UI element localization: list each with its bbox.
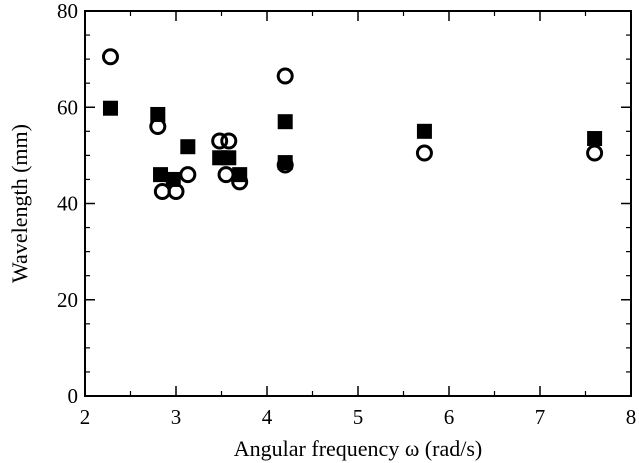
x-tick-label: 5 <box>353 405 364 429</box>
data-marks <box>101 48 604 200</box>
axis-ticks <box>84 10 632 397</box>
data-point-circle <box>167 182 185 200</box>
data-point-square <box>153 167 169 183</box>
data-point-square <box>587 131 603 147</box>
data-point-circle <box>101 48 119 66</box>
y-axis-label: Wavelength (mm) <box>7 124 32 283</box>
y-tick-label: 60 <box>57 95 78 119</box>
x-tick-label: 8 <box>626 405 637 429</box>
data-point-circle <box>211 132 229 150</box>
x-axis-label: Angular frequency ω (rad/s) <box>234 436 482 461</box>
y-tick-label: 40 <box>57 192 78 216</box>
data-point-circle <box>220 132 238 150</box>
x-tick-label: 4 <box>262 405 273 429</box>
data-point-square <box>221 150 237 166</box>
x-tick-label: 6 <box>444 405 455 429</box>
data-point-square <box>150 106 166 122</box>
x-tick-label: 3 <box>171 405 182 429</box>
data-point-circle <box>231 173 249 191</box>
data-point-circle <box>217 166 235 184</box>
plot-frame <box>84 10 632 397</box>
x-tick-label: 2 <box>80 405 91 429</box>
data-point-circle <box>179 166 197 184</box>
data-point-square <box>102 100 118 116</box>
data-point-square <box>180 139 196 155</box>
y-tick-label: 80 <box>57 0 78 23</box>
data-point-circle <box>276 67 294 85</box>
data-point-circle <box>415 144 433 162</box>
data-point-circle <box>149 118 167 135</box>
data-point-square <box>416 123 432 139</box>
data-point-circle <box>586 144 604 162</box>
x-tick-label: 7 <box>535 405 546 429</box>
data-point-square <box>277 114 293 130</box>
data-point-circle <box>153 182 171 200</box>
data-point-circle <box>276 156 294 174</box>
y-tick-label: 20 <box>57 288 78 312</box>
y-tick-label: 0 <box>68 384 79 408</box>
